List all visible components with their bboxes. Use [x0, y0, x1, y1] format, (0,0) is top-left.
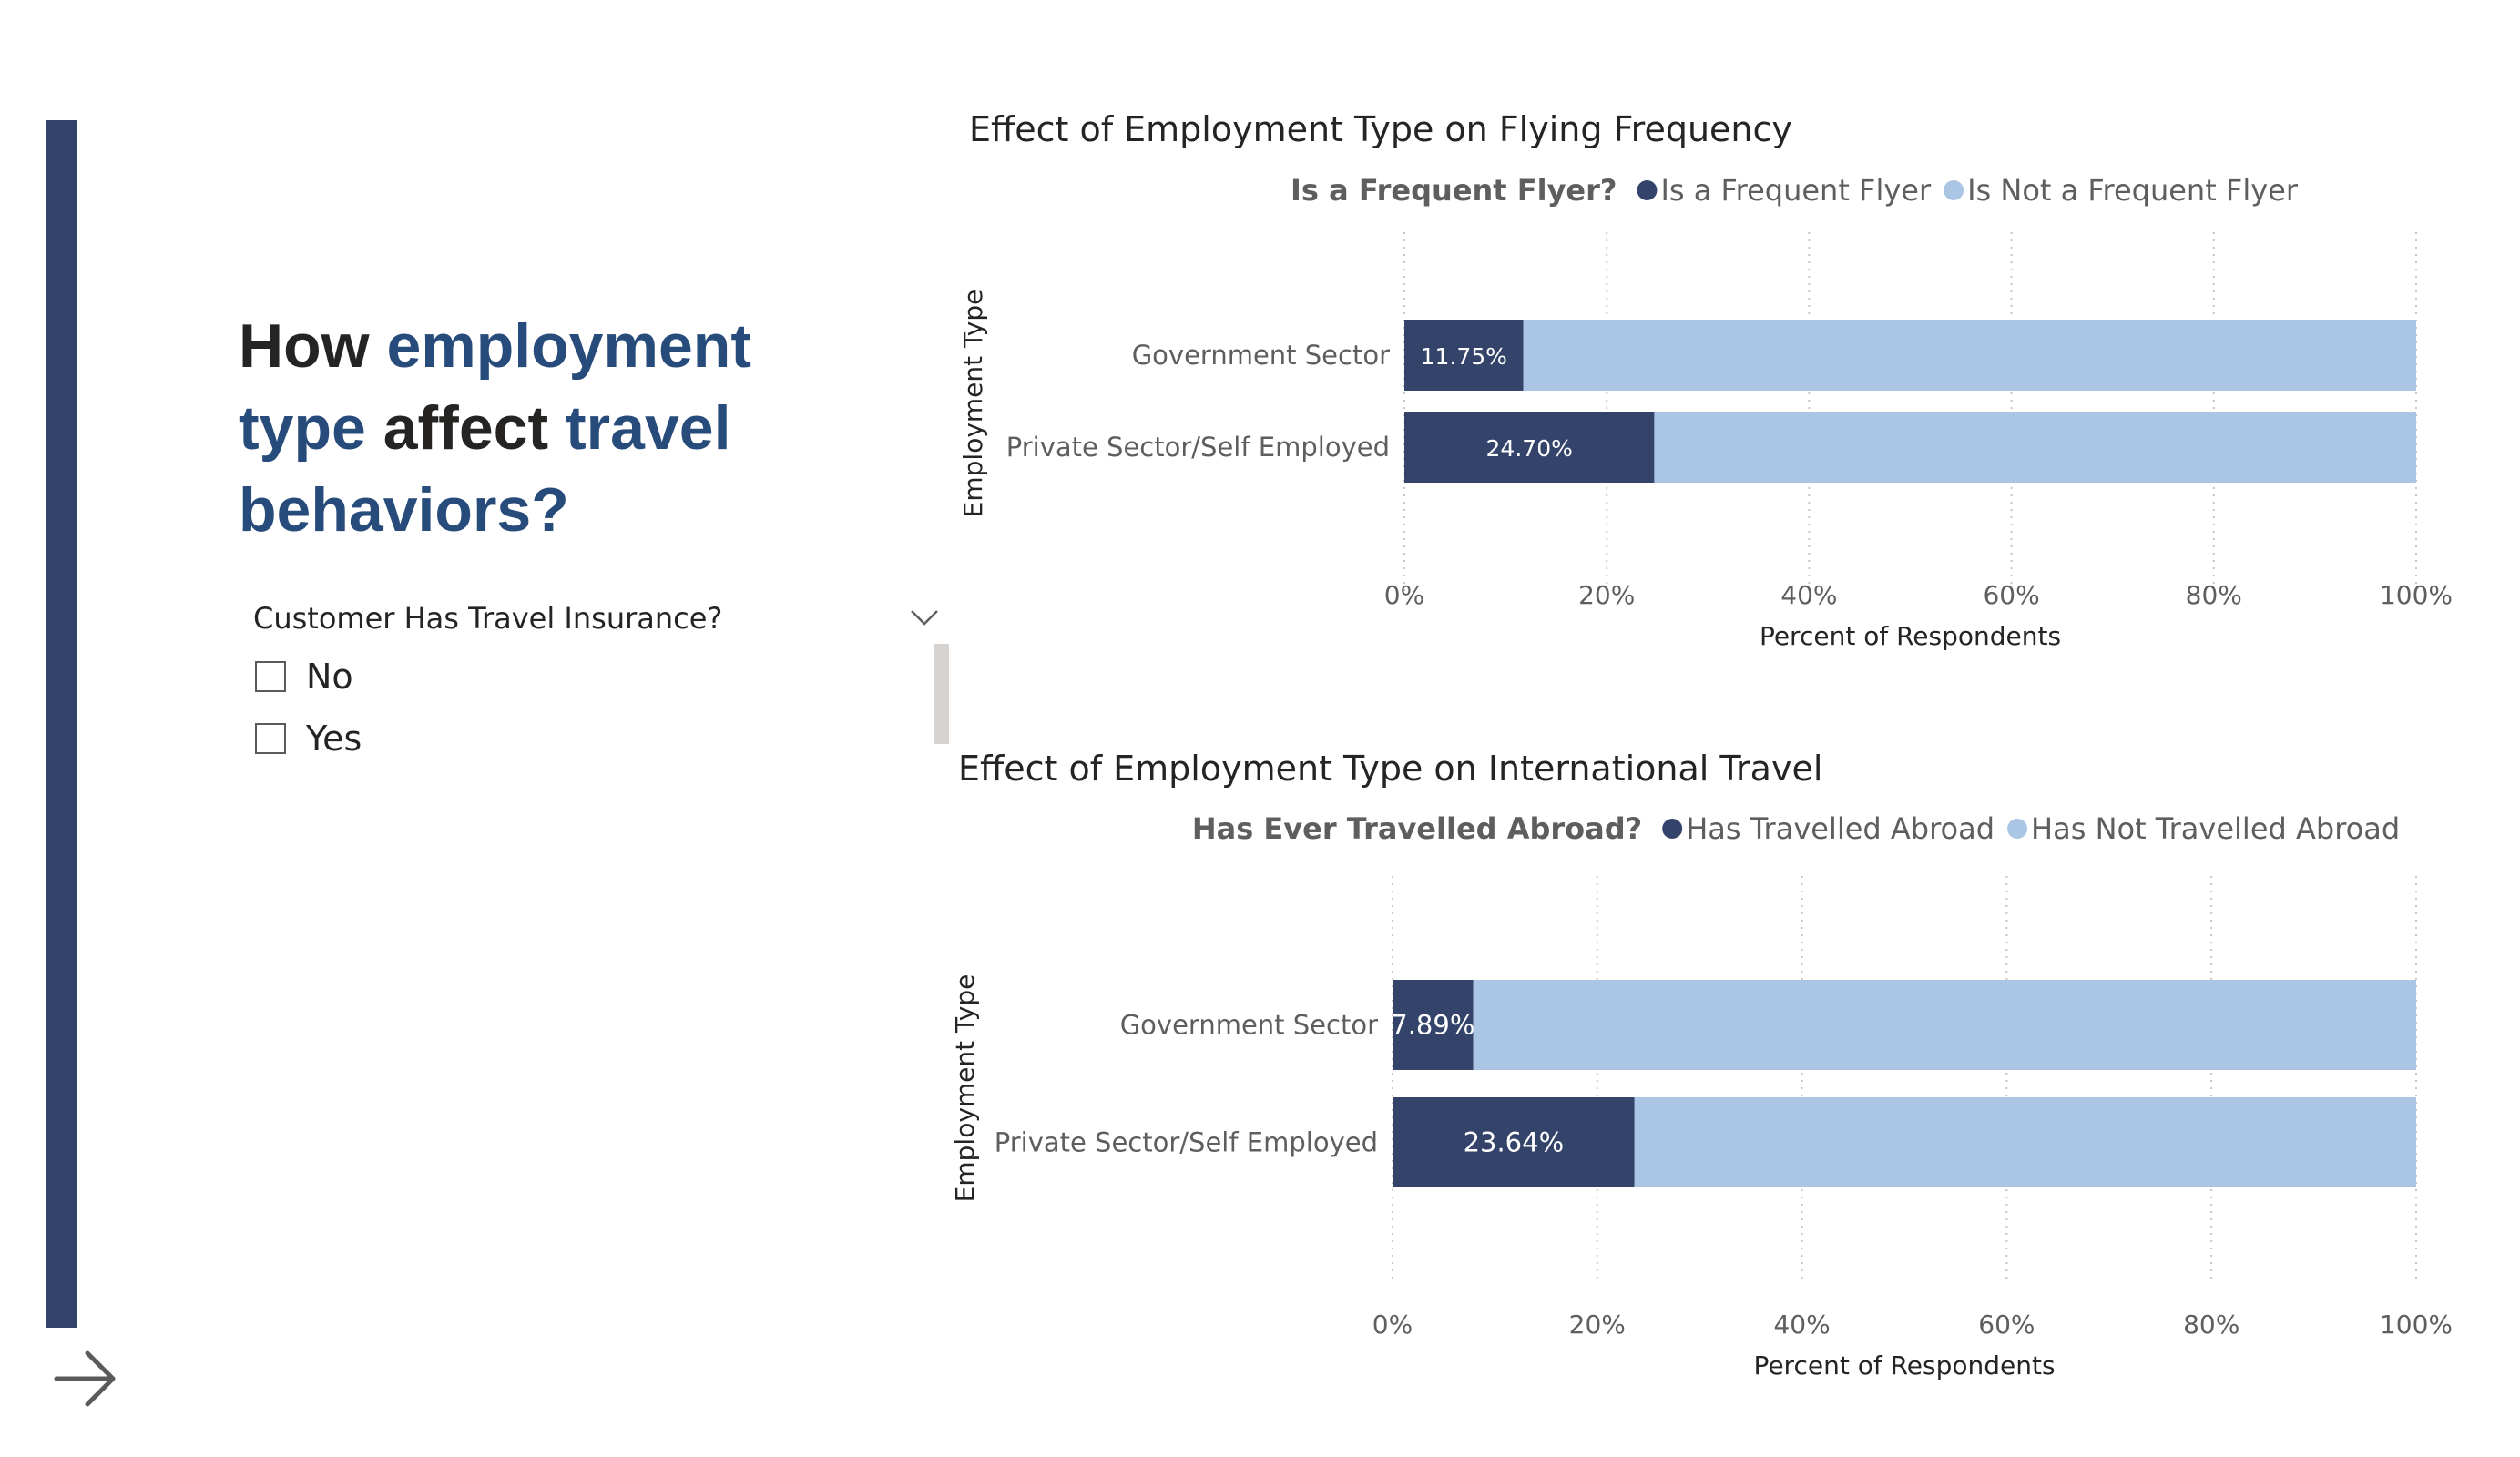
category-label: Private Sector/Self Employed: [1006, 432, 1390, 463]
bar-is-a-frequent-flyer[interactable]: [1404, 412, 1655, 483]
page-heading: How employment type affect travel behavi…: [239, 305, 821, 551]
checkbox[interactable]: [255, 723, 286, 754]
chart-title: Effect of Employment Type on Flying Freq…: [969, 109, 1792, 149]
category-label: Government Sector: [1132, 340, 1390, 371]
bar-has-not-travelled-abroad[interactable]: [1634, 1097, 2416, 1187]
heading-part: How: [239, 311, 387, 381]
x-tick-label: 100%: [2380, 580, 2453, 610]
bar-is-a-frequent-flyer[interactable]: [1404, 320, 1524, 391]
category-label: Private Sector/Self Employed: [995, 1127, 1378, 1158]
x-tick-label: 20%: [1578, 580, 1635, 610]
accent-bar: [46, 120, 77, 1328]
legend-marker: [2007, 819, 2028, 839]
chevron-down-icon[interactable]: [909, 606, 940, 628]
chart-category-labels: Government Sector Private Sector/Self Emp…: [995, 1010, 1378, 1158]
flying-frequency-chart: Effect of Employment Type on Flying Freq…: [947, 91, 2495, 674]
chart-bars: 7.89% 23.64%: [1391, 980, 2416, 1187]
travel-insurance-slicer: Customer Has Travel Insurance? No Yes: [253, 601, 945, 783]
x-tick-label: 80%: [2186, 580, 2242, 610]
bar-has-travelled-abroad[interactable]: [1393, 980, 1474, 1070]
data-label: 23.64%: [1464, 1127, 1565, 1158]
x-tick-label: 0%: [1384, 580, 1424, 610]
chart-category-labels: Government Sector Private Sector/Self Emp…: [1006, 340, 1390, 463]
y-axis-title: Employment Type: [950, 974, 980, 1203]
heading-part: affect: [365, 393, 566, 463]
legend-marker: [1944, 180, 1964, 200]
slicer-option-no[interactable]: No: [253, 656, 526, 701]
chart-legend: Is a Frequent Flyer? Is a Frequent Flyer I…: [1291, 173, 2299, 208]
x-tick-label: 80%: [2183, 1309, 2239, 1340]
data-label: 7.89%: [1391, 1010, 1474, 1041]
x-tick-label: 40%: [1780, 580, 1837, 610]
heading-part-highlight: employment type: [239, 311, 751, 463]
legend-label: Is Not a Frequent Flyer: [1967, 173, 2299, 208]
checkbox[interactable]: [255, 661, 286, 692]
x-axis-title: Percent of Respondents: [1760, 621, 2061, 651]
legend-title: Has Ever Travelled Abroad?: [1192, 811, 1642, 846]
chart-title: Effect of Employment Type on Internation…: [958, 749, 1822, 789]
x-tick-label: 40%: [1773, 1309, 1830, 1340]
chart-x-ticks: 0% 20% 40% 60% 80% 100%: [1384, 580, 2453, 610]
bar-has-not-travelled-abroad[interactable]: [1473, 980, 2416, 1070]
legend-label: Is a Frequent Flyer: [1660, 173, 1931, 208]
arrow-right-icon[interactable]: [53, 1346, 120, 1411]
slicer-option-label: No: [306, 657, 353, 697]
x-axis-title: Percent of Respondents: [1753, 1350, 2055, 1381]
legend-marker: [1662, 819, 1683, 839]
legend-label: Has Travelled Abroad: [1686, 811, 1995, 846]
slicer-option-label: Yes: [306, 718, 362, 759]
category-label: Government Sector: [1120, 1010, 1378, 1041]
data-label: 11.75%: [1421, 343, 1507, 370]
bar-has-travelled-abroad[interactable]: [1393, 1097, 1635, 1187]
international-travel-chart: Effect of Employment Type on Internation…: [947, 728, 2495, 1402]
bar-is-not-a-frequent-flyer[interactable]: [1523, 320, 2416, 391]
legend-marker: [1637, 180, 1658, 200]
x-tick-label: 60%: [1978, 1309, 2035, 1340]
legend-label: Has Not Travelled Abroad: [2031, 811, 2400, 846]
chart-gridlines: [1392, 876, 2417, 1284]
chart-x-ticks: 0% 20% 40% 60% 80% 100%: [1372, 1309, 2453, 1340]
chart-legend: Has Ever Travelled Abroad? Has Travelled …: [1192, 811, 2400, 846]
x-tick-label: 100%: [2380, 1309, 2453, 1340]
x-tick-label: 0%: [1372, 1309, 1413, 1340]
heading-part-highlight: travel behaviors?: [239, 393, 731, 545]
scrollbar-thumb[interactable]: [934, 644, 949, 744]
chart-bars: 11.75% 24.70%: [1404, 320, 2416, 483]
x-tick-label: 60%: [1983, 580, 2039, 610]
slicer-title: Customer Has Travel Insurance?: [253, 601, 723, 636]
slicer-option-yes[interactable]: Yes: [253, 718, 526, 763]
y-axis-title: Employment Type: [958, 290, 988, 518]
data-label: 24.70%: [1486, 435, 1573, 462]
legend-title: Is a Frequent Flyer?: [1291, 173, 1617, 208]
bar-is-not-a-frequent-flyer[interactable]: [1654, 412, 2416, 483]
x-tick-label: 20%: [1569, 1309, 1626, 1340]
